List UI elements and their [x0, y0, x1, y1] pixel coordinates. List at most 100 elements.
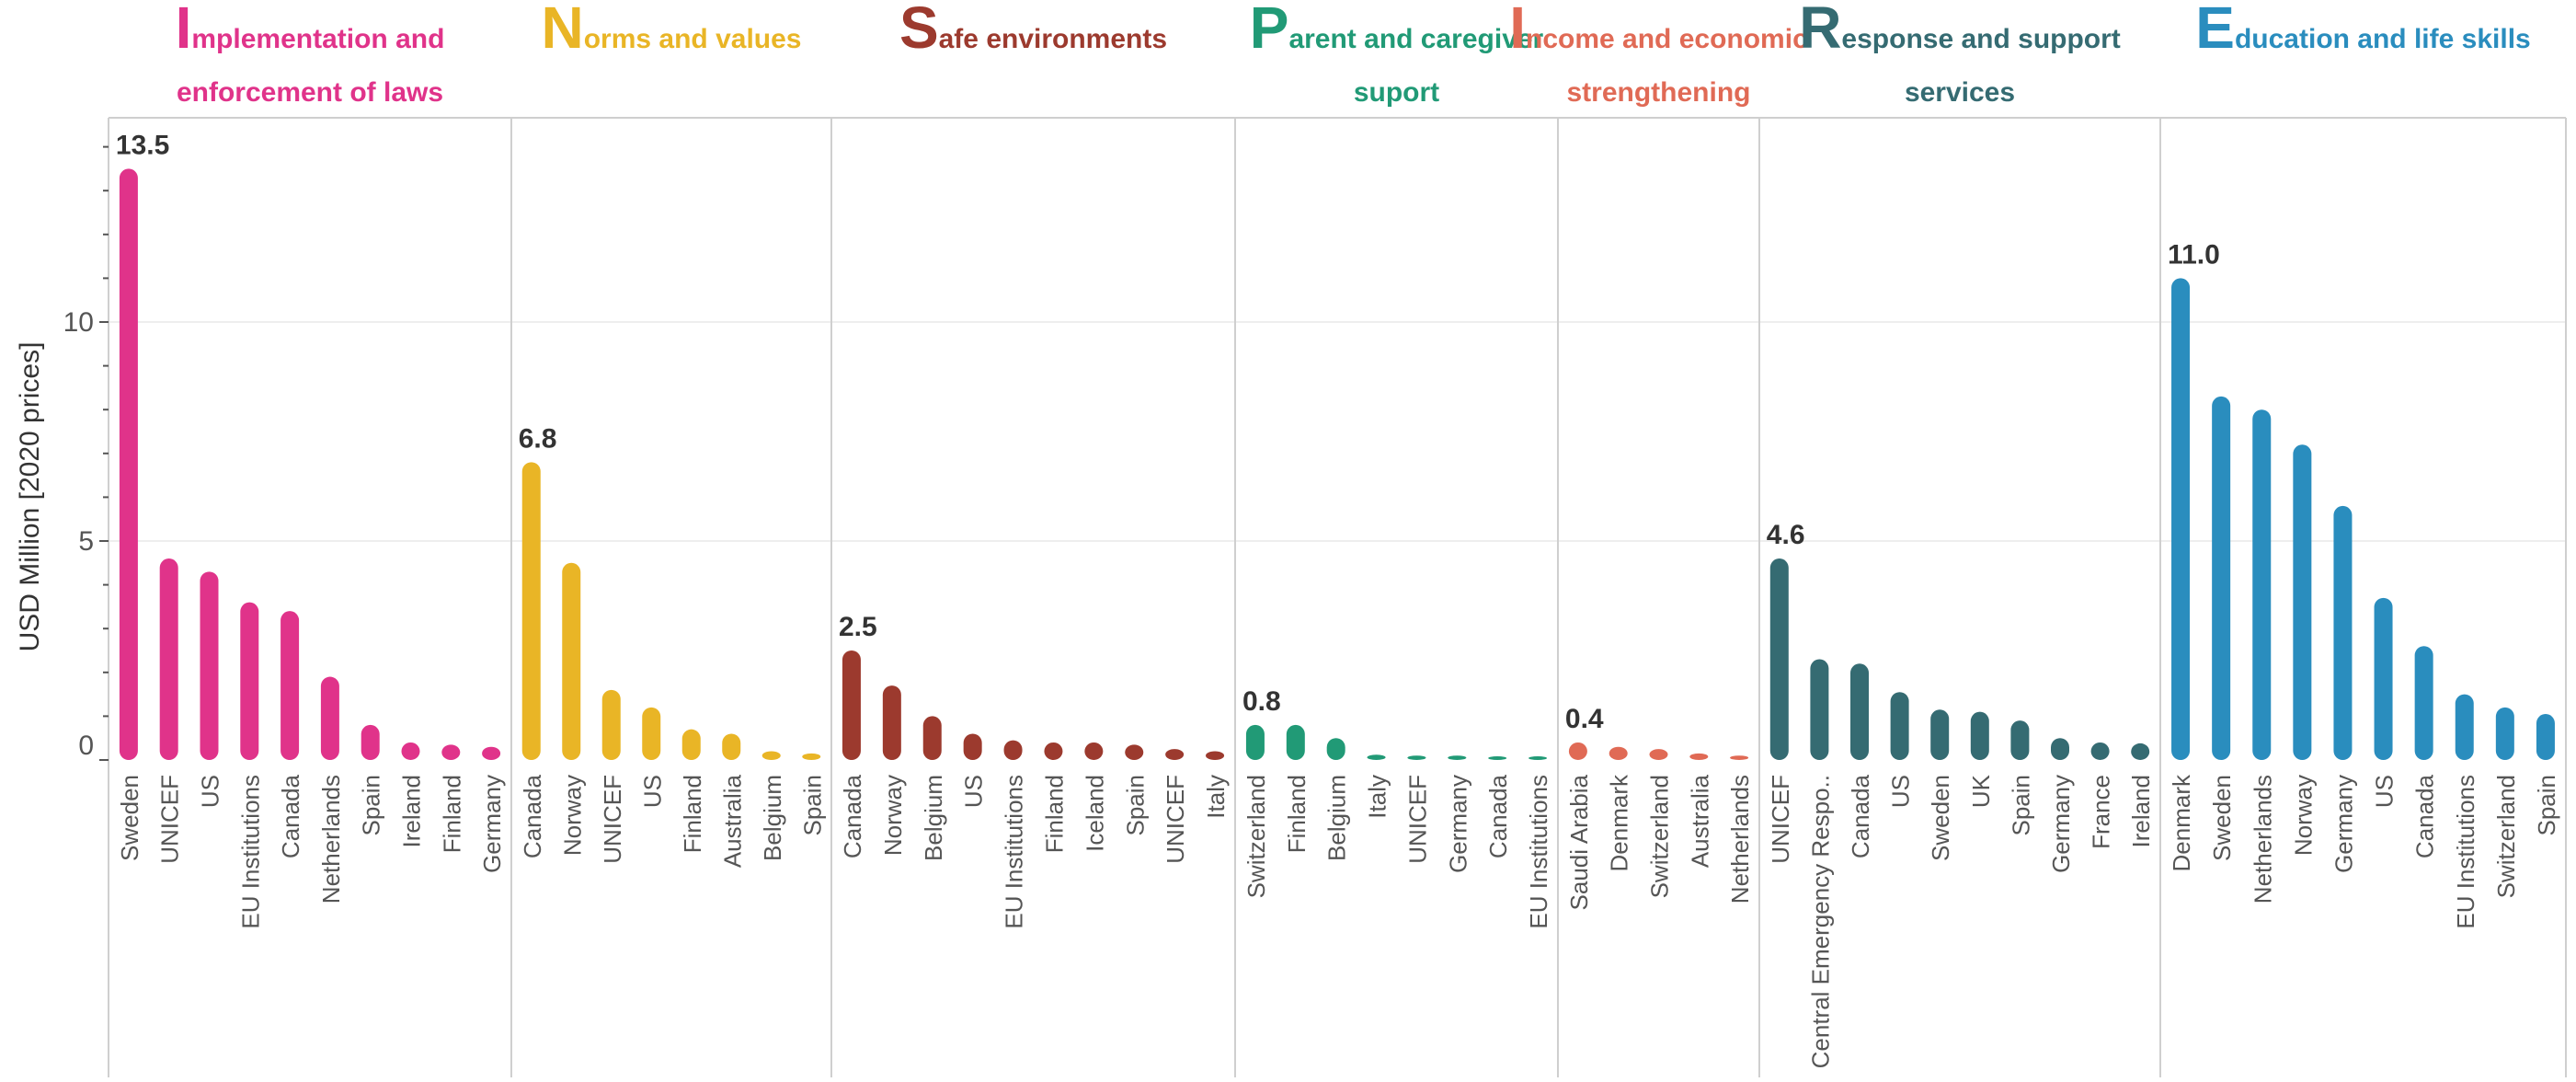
bar-2-8[interactable]: [802, 753, 821, 760]
bar-1-5[interactable]: [280, 611, 300, 760]
bar-4-8[interactable]: [1528, 756, 1548, 760]
x-tick-label: Ireland: [2127, 775, 2155, 848]
x-tick-label: Norway: [879, 775, 907, 856]
bar-6-6[interactable]: [1970, 711, 1989, 760]
panel-title-text: esponse and support: [1841, 24, 2120, 54]
panel-title-line2: strengthening: [1567, 77, 1751, 108]
bar-5-1[interactable]: [1568, 742, 1587, 760]
x-tick-label: Central Emergency Respo..: [1806, 775, 1834, 1068]
bar-2-3[interactable]: [601, 689, 621, 760]
bar-2-2[interactable]: [562, 562, 581, 760]
bar-1-6[interactable]: [320, 676, 339, 760]
bar-2-4[interactable]: [642, 707, 661, 760]
bar-3-1[interactable]: [841, 650, 861, 760]
bar-4-2[interactable]: [1286, 724, 1305, 760]
panel-title-initial: S: [899, 0, 939, 61]
bar-1-2[interactable]: [159, 558, 178, 760]
x-tick-label: Germany: [2330, 775, 2357, 873]
bar-6-2[interactable]: [1810, 659, 1829, 760]
bar-1-7[interactable]: [361, 724, 380, 760]
bar-3-4[interactable]: [963, 733, 982, 760]
bar-7-10[interactable]: [2536, 714, 2555, 760]
x-tick-label: UNICEF: [1162, 775, 1189, 864]
bar-3-8[interactable]: [1125, 744, 1144, 760]
bar-1-10[interactable]: [482, 746, 501, 760]
bar-3-2[interactable]: [882, 685, 901, 760]
bar-7-3[interactable]: [2252, 409, 2272, 760]
bar-7-1[interactable]: [2171, 278, 2191, 760]
bar-7-5[interactable]: [2333, 505, 2353, 760]
bar-6-10[interactable]: [2131, 742, 2150, 760]
x-tick-label: Spain: [798, 775, 826, 836]
bar-6-8[interactable]: [2051, 738, 2069, 760]
bar-5-5[interactable]: [1730, 755, 1749, 760]
bar-7-8[interactable]: [2455, 694, 2474, 760]
bar-4-4[interactable]: [1367, 754, 1386, 760]
bar-6-9[interactable]: [2090, 742, 2110, 760]
x-tick-label: EU Institutions: [1525, 775, 1552, 929]
data-label: 0.8: [1242, 686, 1281, 717]
x-tick-label: US: [638, 775, 666, 808]
x-tick-label: Canada: [277, 774, 304, 858]
x-tick-label: Netherlands: [1726, 775, 1754, 904]
panel-title-text: ncome and economic: [1526, 24, 1808, 54]
x-tick-label: US: [960, 775, 988, 808]
x-tick-label: Spain: [2533, 775, 2560, 836]
bar-7-7[interactable]: [2414, 646, 2433, 760]
bar-7-4[interactable]: [2293, 444, 2312, 760]
bar-1-8[interactable]: [401, 742, 420, 760]
panel-1: Implementation and enforcement of laws Swe…: [116, 0, 506, 929]
bar-4-7[interactable]: [1488, 756, 1507, 760]
panel-title: Response and support: [1799, 0, 2121, 61]
bar-7-9[interactable]: [2495, 707, 2514, 760]
bar-4-5[interactable]: [1407, 755, 1426, 760]
bar-3-10[interactable]: [1206, 751, 1225, 760]
panel-2: Norms and values Canada 6.8 Norway UNICEF US F…: [519, 0, 827, 868]
y-tick-label: 5: [78, 526, 94, 557]
x-tick-label: Switzerland: [1646, 775, 1674, 898]
bar-7-2[interactable]: [2212, 396, 2231, 760]
bar-5-2[interactable]: [1609, 746, 1628, 760]
panel-title-line2: suport: [1354, 77, 1439, 108]
bar-2-5[interactable]: [681, 729, 701, 760]
bar-3-9[interactable]: [1165, 749, 1185, 760]
bar-7-6[interactable]: [2374, 597, 2393, 760]
bar-1-9[interactable]: [441, 744, 461, 760]
bar-5-4[interactable]: [1689, 753, 1709, 760]
bar-4-3[interactable]: [1326, 738, 1345, 760]
panel-3: Safe environments Canada 2.5 Norway Belgium U…: [839, 0, 1230, 929]
bar-2-6[interactable]: [722, 733, 741, 760]
bar-4-6[interactable]: [1448, 755, 1467, 760]
bar-3-3[interactable]: [922, 716, 942, 760]
bar-3-7[interactable]: [1084, 742, 1104, 760]
bar-5-3[interactable]: [1649, 749, 1668, 760]
bar-6-3[interactable]: [1850, 663, 1869, 760]
panel-title-text: ducation and life skills: [2235, 24, 2531, 54]
bar-2-7[interactable]: [761, 751, 781, 760]
bar-4-1[interactable]: [1245, 724, 1265, 760]
panel-title-text: arent and caregiver: [1288, 24, 1543, 54]
x-tick-label: Finland: [1283, 775, 1311, 853]
x-tick-label: Sweden: [1927, 775, 1954, 861]
x-tick-label: Belgium: [759, 775, 786, 861]
bar-1-1[interactable]: [119, 168, 138, 760]
bar-3-5[interactable]: [1003, 740, 1023, 760]
x-tick-label: EU Institutions: [236, 775, 264, 929]
bar-3-6[interactable]: [1044, 742, 1063, 760]
x-tick-label: UK: [1967, 774, 1995, 808]
bar-2-1[interactable]: [521, 462, 541, 760]
y-tick-label: 10: [63, 307, 94, 338]
x-tick-label: Canada: [2411, 774, 2439, 858]
bar-6-5[interactable]: [1930, 709, 1950, 760]
panel-title-initial: E: [2195, 0, 2235, 61]
panel-title: Safe environments: [899, 0, 1167, 61]
bar-6-7[interactable]: [2010, 720, 2030, 760]
x-tick-label: EU Institutions: [1001, 775, 1028, 929]
x-tick-label: Canada: [1847, 774, 1874, 858]
bar-1-3[interactable]: [200, 571, 219, 760]
panel-7: Education and life skills Denmark 11.0 Swed…: [2168, 0, 2560, 929]
bar-1-4[interactable]: [240, 602, 259, 760]
bar-6-4[interactable]: [1890, 692, 1909, 760]
x-tick-label: Denmark: [1606, 774, 1633, 871]
bar-6-1[interactable]: [1769, 558, 1789, 760]
